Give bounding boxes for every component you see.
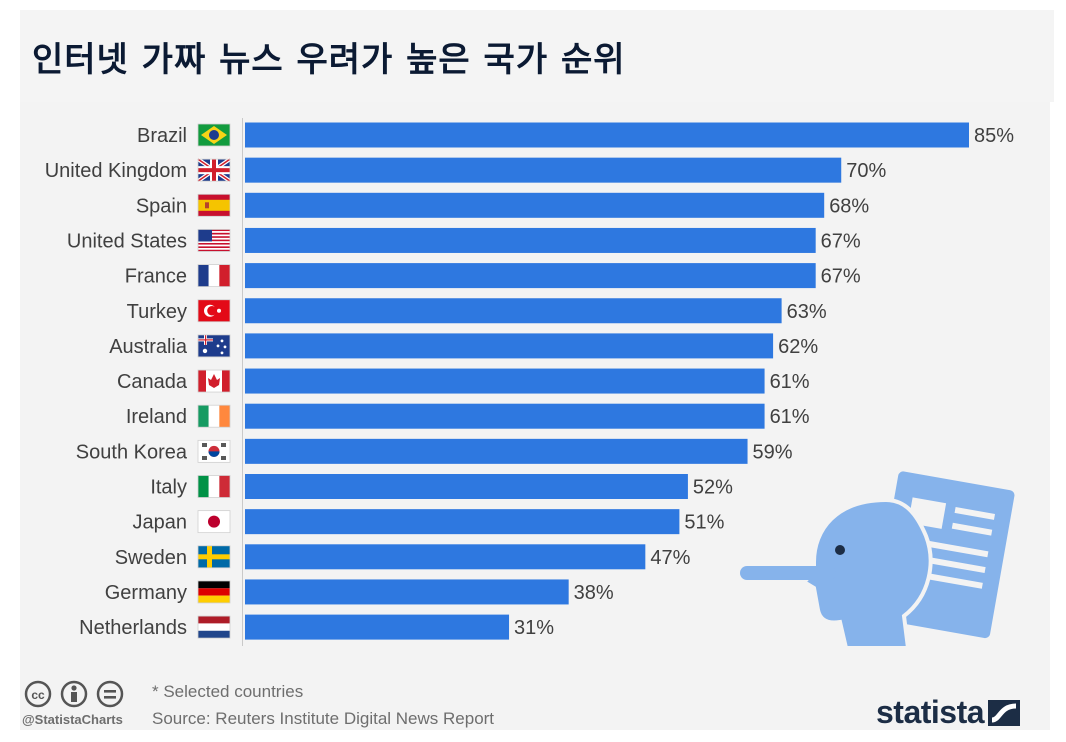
category-label: Italy (150, 477, 187, 499)
bar (245, 509, 680, 535)
category-label: South Korea (76, 441, 188, 463)
y-axis-line (242, 118, 243, 646)
category-label: Ireland (126, 406, 187, 428)
netherlands-flag (197, 615, 231, 639)
usa-flag (197, 229, 231, 252)
pinocchio-fake-news-icon (740, 471, 1015, 650)
category-label: Netherlands (79, 617, 187, 639)
value-label: 59% (753, 441, 793, 463)
statista-logo-icon (988, 700, 1020, 726)
bar (245, 263, 816, 289)
brazil-flag (197, 123, 231, 147)
south-korea-flag (197, 439, 231, 463)
japan-flag (197, 510, 231, 534)
value-label: 67% (821, 266, 861, 288)
value-label: 52% (693, 477, 733, 499)
value-label: 61% (770, 371, 810, 393)
value-label: 63% (787, 301, 827, 323)
category-label: Germany (105, 582, 187, 604)
category-label: Spain (136, 195, 187, 217)
value-label: 51% (684, 512, 724, 534)
category-label: United Kingdom (45, 160, 187, 182)
bar (245, 579, 569, 605)
category-label: Australia (109, 336, 188, 358)
bar (245, 614, 510, 640)
value-label: 70% (846, 160, 886, 182)
uk-flag (196, 157, 232, 183)
bar (245, 192, 825, 218)
title-bar (20, 10, 1054, 102)
value-label: 85% (974, 125, 1014, 147)
france-flag (197, 264, 231, 288)
value-label: 31% (514, 617, 554, 639)
source-text: Source: Reuters Institute Digital News R… (152, 709, 495, 728)
spain-flag (197, 193, 231, 217)
category-label: United States (67, 230, 187, 252)
bar (245, 368, 765, 394)
value-label: 61% (770, 406, 810, 428)
canada-flag (197, 369, 231, 393)
ireland-flag (197, 404, 231, 428)
category-label: Sweden (115, 547, 187, 569)
bar (245, 438, 748, 464)
social-handle: @StatistaCharts (22, 712, 123, 727)
bar (245, 333, 774, 359)
statista-logo-text: statista (876, 694, 985, 730)
bar (245, 474, 688, 499)
footnote: * Selected countries (152, 682, 304, 701)
value-label: 67% (821, 230, 861, 252)
creative-commons-icons: cc (24, 680, 124, 708)
value-label: 68% (829, 195, 869, 217)
bar (245, 227, 816, 253)
svg-text:cc: cc (31, 688, 45, 702)
value-label: 62% (778, 336, 818, 358)
bar (245, 298, 782, 324)
australia-flag (197, 334, 231, 358)
turkey-flag (197, 299, 231, 323)
germany-flag (197, 580, 231, 604)
category-label: Turkey (127, 301, 187, 323)
category-label: France (125, 266, 187, 288)
value-label: 47% (650, 547, 690, 569)
bar (245, 157, 842, 183)
value-label: 38% (574, 582, 614, 604)
bar (245, 403, 765, 429)
bar (245, 544, 646, 570)
category-label: Japan (133, 512, 188, 534)
category-label: Brazil (137, 125, 187, 147)
category-label: Canada (117, 371, 188, 393)
bar (245, 122, 969, 148)
sweden-flag (197, 545, 231, 569)
page-title: 인터넷 가짜 뉴스 우려가 높은 국가 순위 (32, 40, 626, 80)
italy-flag (197, 475, 231, 498)
